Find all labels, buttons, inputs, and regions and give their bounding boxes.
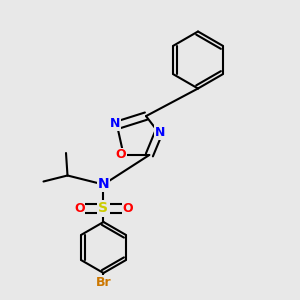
Text: S: S [98, 202, 109, 215]
Text: O: O [74, 202, 85, 215]
Text: Br: Br [96, 276, 111, 289]
Text: N: N [98, 178, 109, 191]
Text: N: N [110, 117, 121, 130]
Text: O: O [115, 148, 126, 161]
Text: N: N [155, 126, 165, 139]
Text: O: O [122, 202, 133, 215]
